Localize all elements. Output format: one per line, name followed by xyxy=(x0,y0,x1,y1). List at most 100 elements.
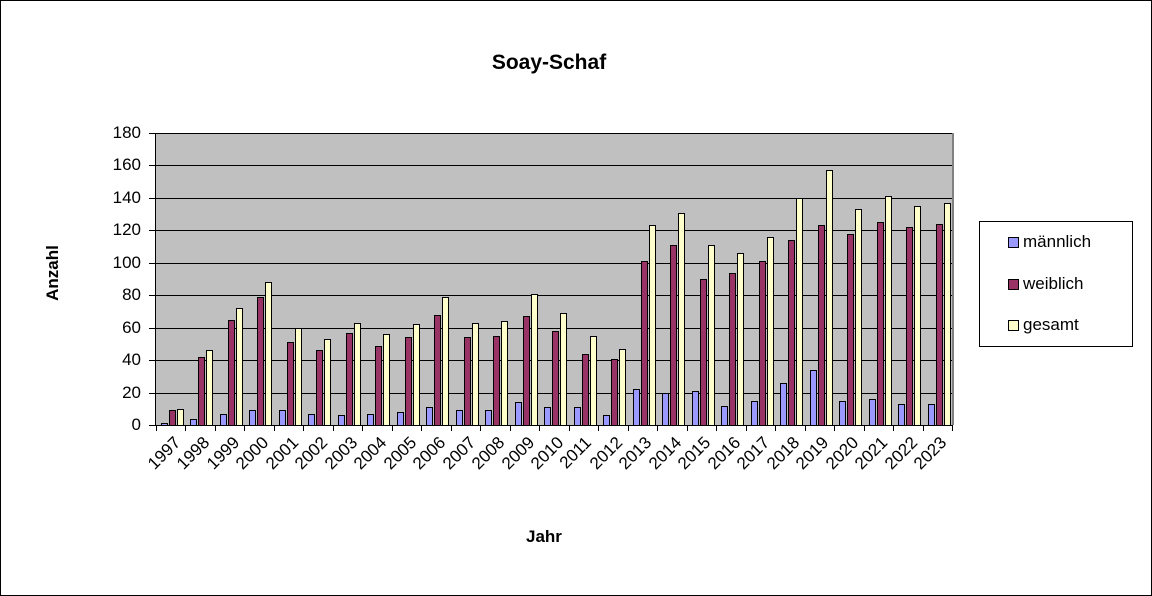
bar-gesamt xyxy=(766,236,774,425)
bar-männlich xyxy=(190,418,198,425)
bar-gesamt xyxy=(855,209,863,425)
bar-männlich xyxy=(544,407,552,425)
plot-area xyxy=(156,133,954,425)
bar-weiblich xyxy=(463,337,471,425)
bar-gesamt xyxy=(619,348,627,425)
bar-weiblich xyxy=(581,353,589,425)
bar-gesamt xyxy=(530,293,538,425)
y-tick xyxy=(149,230,155,232)
y-tick-label: 180 xyxy=(112,123,141,142)
bar-weiblich xyxy=(699,279,707,425)
bar-weiblich xyxy=(522,316,530,425)
bar-gesamt xyxy=(471,322,479,425)
bar-weiblich xyxy=(198,356,206,425)
bar-weiblich xyxy=(286,342,294,425)
bar-gesamt xyxy=(235,308,243,425)
bar-weiblich xyxy=(227,319,235,425)
bar-männlich xyxy=(396,412,404,425)
bar-männlich xyxy=(455,410,463,425)
bar-männlich xyxy=(426,407,434,425)
x-tick xyxy=(539,425,541,431)
bar-weiblich xyxy=(552,330,560,425)
bar-gesamt xyxy=(412,324,420,425)
bar-männlich xyxy=(927,403,935,425)
bar-männlich xyxy=(809,369,817,425)
bar-gesamt xyxy=(678,212,686,425)
x-tick xyxy=(156,425,157,431)
x-axis xyxy=(155,425,953,426)
y-tick xyxy=(149,425,155,426)
y-tick xyxy=(149,295,155,297)
bar-gesamt xyxy=(737,253,745,425)
x-tick xyxy=(509,425,511,431)
gridline xyxy=(156,295,952,297)
bar-weiblich xyxy=(935,223,943,425)
bar-weiblich xyxy=(670,244,678,425)
bar-männlich xyxy=(662,392,670,425)
bar-männlich xyxy=(868,399,876,425)
y-tick xyxy=(149,327,155,329)
bar-weiblich xyxy=(817,225,825,425)
bar-gesamt xyxy=(383,334,391,425)
bar-weiblich xyxy=(375,345,383,425)
bar-weiblich xyxy=(788,240,796,425)
bar-gesamt xyxy=(796,197,804,425)
gridline xyxy=(156,133,952,134)
bar-männlich xyxy=(514,402,522,425)
bar-weiblich xyxy=(169,410,176,425)
y-tick-label: 120 xyxy=(112,220,141,240)
legend-swatch-icon xyxy=(1008,278,1019,290)
bar-männlich xyxy=(161,423,168,425)
y-axis-label: Anzahl xyxy=(43,245,62,301)
bar-weiblich xyxy=(404,337,412,425)
x-tick xyxy=(922,425,924,431)
x-tick xyxy=(450,425,452,431)
legend-item-gesamt: gesamt xyxy=(1008,315,1079,335)
legend-item-maennlich: männlich xyxy=(1008,232,1091,252)
bar-gesamt xyxy=(589,335,597,425)
x-tick xyxy=(568,425,570,431)
bar-männlich xyxy=(249,410,257,425)
bar-männlich xyxy=(750,400,758,425)
bar-weiblich xyxy=(611,358,619,425)
bar-weiblich xyxy=(257,296,265,425)
x-tick-label: 2011 xyxy=(556,433,596,473)
bar-gesamt xyxy=(707,244,715,425)
bar-männlich xyxy=(898,403,906,425)
bar-weiblich xyxy=(906,227,914,425)
chart-title: Soay-Schaf xyxy=(491,51,607,74)
bar-gesamt xyxy=(324,339,332,425)
y-tick xyxy=(149,133,155,134)
y-tick-label: 100 xyxy=(112,252,141,272)
bar-männlich xyxy=(839,400,847,425)
bar-weiblich xyxy=(493,335,501,425)
bar-gesamt xyxy=(442,296,450,425)
gridline xyxy=(156,230,952,232)
bar-männlich xyxy=(308,413,316,425)
x-tick xyxy=(332,425,334,431)
x-tick xyxy=(804,425,806,431)
x-tick xyxy=(185,425,187,431)
x-tick xyxy=(362,425,364,431)
bar-gesamt xyxy=(648,225,656,425)
bar-gesamt xyxy=(884,196,892,425)
bar-männlich xyxy=(367,413,375,425)
x-tick xyxy=(391,425,393,431)
bar-gesamt xyxy=(943,202,951,425)
x-tick-label: 2023 xyxy=(910,433,951,474)
y-tick-label: 80 xyxy=(122,285,141,305)
bar-männlich xyxy=(219,413,227,425)
y-axis xyxy=(155,133,156,426)
bar-weiblich xyxy=(316,350,324,425)
bar-weiblich xyxy=(729,272,737,425)
bar-gesamt xyxy=(825,170,833,425)
bar-gesamt xyxy=(914,206,922,425)
x-tick xyxy=(627,425,629,431)
bar-männlich xyxy=(603,415,611,425)
x-tick xyxy=(598,425,600,431)
bar-männlich xyxy=(337,415,345,425)
bar-männlich xyxy=(691,390,699,425)
y-tick xyxy=(149,197,155,199)
bar-weiblich xyxy=(876,222,884,425)
